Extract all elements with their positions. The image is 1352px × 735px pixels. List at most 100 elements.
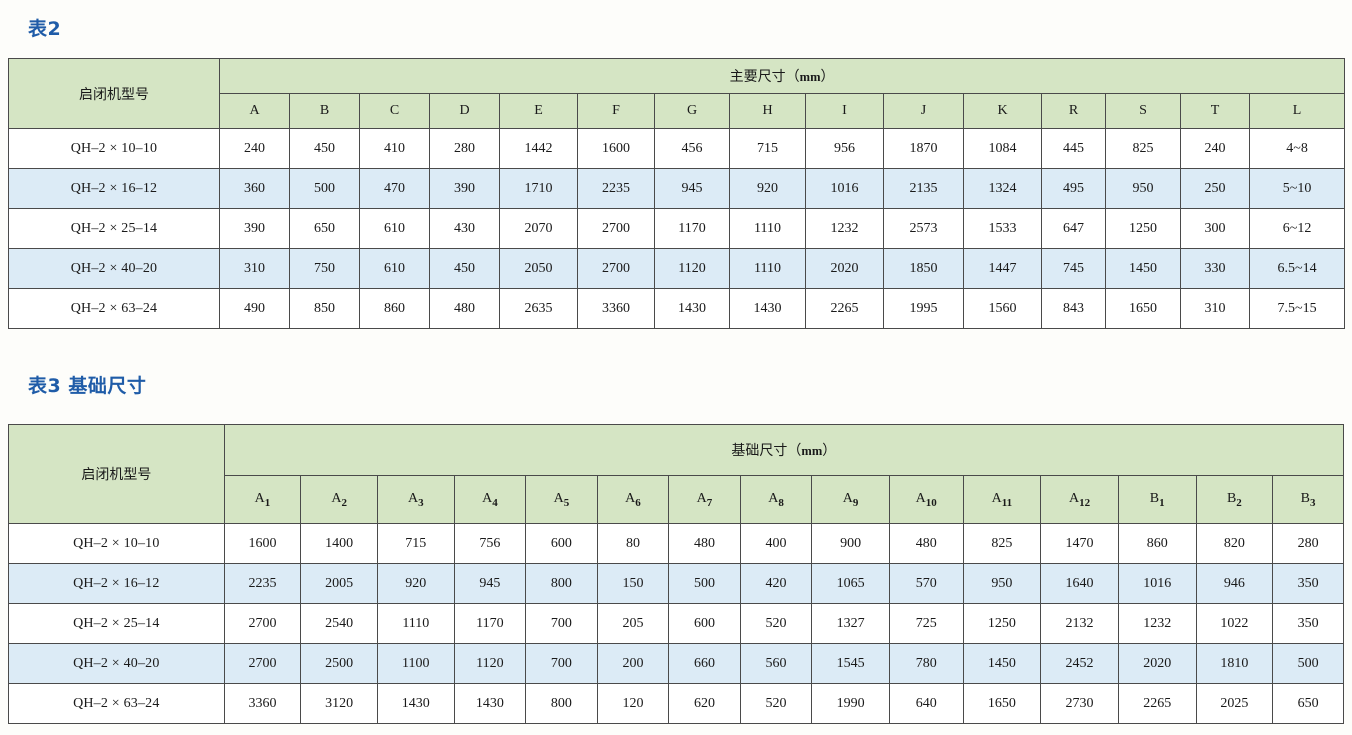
value-cell: 1400 bbox=[300, 523, 378, 564]
col-base: A bbox=[1068, 490, 1080, 506]
value-cell: 1120 bbox=[453, 643, 527, 684]
value-cell: 2700 bbox=[223, 603, 302, 644]
value-cell: 1560 bbox=[963, 288, 1042, 329]
value-cell: 520 bbox=[739, 683, 813, 724]
value-cell: 725 bbox=[888, 603, 964, 644]
value-cell: 310 bbox=[1180, 288, 1250, 329]
table2-model-header: 启闭机型号 bbox=[8, 58, 220, 129]
value-cell: 2005 bbox=[300, 563, 378, 604]
value-cell: 420 bbox=[739, 563, 813, 604]
table3-col-header-a10: A10 bbox=[888, 475, 964, 524]
col-sub: 10 bbox=[925, 496, 937, 509]
value-cell: 780 bbox=[888, 643, 964, 684]
value-cell: 280 bbox=[429, 128, 500, 169]
value-cell: 600 bbox=[525, 523, 598, 564]
value-cell: 490 bbox=[219, 288, 290, 329]
table-row: QH–2 × 16–12 2235 2005 920 945 800 150 5… bbox=[8, 563, 1344, 604]
value-cell: 1100 bbox=[376, 643, 455, 684]
value-cell: 350 bbox=[1272, 563, 1344, 604]
table3-header-row-group: 启闭机型号 基础尺寸（mm） bbox=[8, 424, 1345, 524]
col-base: B bbox=[1300, 490, 1311, 506]
value-cell: 480 bbox=[668, 523, 741, 564]
col-base: A bbox=[482, 490, 493, 506]
value-cell: 480 bbox=[429, 288, 500, 329]
table2-head: 启闭机型号 主要尺寸（mm） A B C D E F G H I J K R S… bbox=[8, 58, 1346, 129]
value-cell: 860 bbox=[359, 288, 430, 329]
value-cell: 660 bbox=[668, 643, 741, 684]
table-row: QH–2 × 25–14 390 650 610 430 2070 2700 1… bbox=[8, 208, 1346, 249]
value-cell: 1022 bbox=[1195, 603, 1274, 644]
value-cell: 2235 bbox=[577, 168, 655, 209]
value-cell: 4~8 bbox=[1248, 128, 1346, 169]
value-cell: 560 bbox=[739, 643, 813, 684]
value-cell: 2700 bbox=[223, 643, 302, 684]
foundation-dimensions-table: 启闭机型号 基础尺寸（mm） A1 A2 A3 A4 A5 A6 A7 A8 A… bbox=[8, 424, 1345, 724]
value-cell: 1600 bbox=[223, 523, 302, 564]
value-cell: 240 bbox=[1180, 128, 1250, 169]
table2-col-header-i: I bbox=[805, 93, 884, 129]
col-sub: 2 bbox=[341, 496, 347, 509]
table3-col-header-a4: A4 bbox=[453, 475, 527, 524]
value-cell: 80 bbox=[596, 523, 670, 564]
value-cell: 1016 bbox=[805, 168, 884, 209]
value-cell: 1170 bbox=[453, 603, 527, 644]
table2-header-row-group: 启闭机型号 主要尺寸（mm） bbox=[8, 58, 1346, 129]
value-cell: 1324 bbox=[963, 168, 1042, 209]
table3-col-header-a5: A5 bbox=[525, 475, 598, 524]
value-cell: 1442 bbox=[499, 128, 578, 169]
value-cell: 945 bbox=[453, 563, 527, 604]
col-base: B bbox=[1149, 490, 1160, 506]
value-cell: 650 bbox=[1272, 683, 1344, 724]
value-cell: 2265 bbox=[1117, 683, 1197, 724]
value-cell: 310 bbox=[219, 248, 290, 289]
table3-col-header-a7: A7 bbox=[668, 475, 741, 524]
value-cell: 1327 bbox=[811, 603, 890, 644]
value-cell: 430 bbox=[429, 208, 500, 249]
col-base: A bbox=[553, 490, 564, 506]
col-base: A bbox=[625, 490, 636, 506]
value-cell: 480 bbox=[888, 523, 964, 564]
col-sub: 12 bbox=[1079, 496, 1091, 509]
table3-col-header-a12: A12 bbox=[1040, 475, 1119, 524]
value-cell: 2635 bbox=[499, 288, 578, 329]
table2-col-header-k: K bbox=[963, 93, 1042, 129]
value-cell: 750 bbox=[289, 248, 360, 289]
value-cell: 1016 bbox=[1117, 563, 1197, 604]
model-cell: QH–2 × 25–14 bbox=[8, 208, 220, 249]
value-cell: 350 bbox=[1272, 603, 1344, 644]
value-cell: 2070 bbox=[499, 208, 578, 249]
value-cell: 470 bbox=[359, 168, 430, 209]
value-cell: 1545 bbox=[811, 643, 890, 684]
table3-col-header-a11: A11 bbox=[962, 475, 1042, 524]
value-cell: 410 bbox=[359, 128, 430, 169]
value-cell: 1110 bbox=[729, 208, 806, 249]
value-cell: 1450 bbox=[1105, 248, 1181, 289]
table3-col-header-b1: B1 bbox=[1117, 475, 1197, 524]
value-cell: 3360 bbox=[577, 288, 655, 329]
value-cell: 6~12 bbox=[1248, 208, 1346, 249]
value-cell: 500 bbox=[289, 168, 360, 209]
table3-head: 启闭机型号 基础尺寸（mm） A1 A2 A3 A4 A5 A6 A7 A8 A… bbox=[8, 424, 1345, 524]
value-cell: 1250 bbox=[1105, 208, 1181, 249]
value-cell: 1447 bbox=[963, 248, 1042, 289]
col-base: A bbox=[254, 490, 265, 506]
col-sub: 11 bbox=[1001, 496, 1013, 509]
value-cell: 825 bbox=[1105, 128, 1181, 169]
value-cell: 1232 bbox=[1117, 603, 1197, 644]
value-cell: 800 bbox=[525, 683, 598, 724]
value-cell: 2050 bbox=[499, 248, 578, 289]
value-cell: 647 bbox=[1041, 208, 1106, 249]
value-cell: 620 bbox=[668, 683, 741, 724]
table3-group-header-label: 基础尺寸 bbox=[731, 443, 788, 459]
table-row: QH–2 × 40–20 2700 2500 1100 1120 700 200… bbox=[8, 643, 1344, 684]
model-cell: QH–2 × 63–24 bbox=[8, 683, 225, 724]
table2-body: QH–2 × 10–10 240 450 410 280 1442 1600 4… bbox=[8, 128, 1346, 329]
table3-col-header-a2: A2 bbox=[300, 475, 378, 524]
col-sub: 7 bbox=[706, 496, 713, 509]
table2-col-header-h: H bbox=[729, 93, 806, 129]
value-cell: 1430 bbox=[729, 288, 806, 329]
value-cell: 1110 bbox=[376, 603, 455, 644]
table2-title: 表2 bbox=[28, 18, 62, 40]
value-cell: 1065 bbox=[811, 563, 890, 604]
col-base: A bbox=[331, 490, 342, 506]
